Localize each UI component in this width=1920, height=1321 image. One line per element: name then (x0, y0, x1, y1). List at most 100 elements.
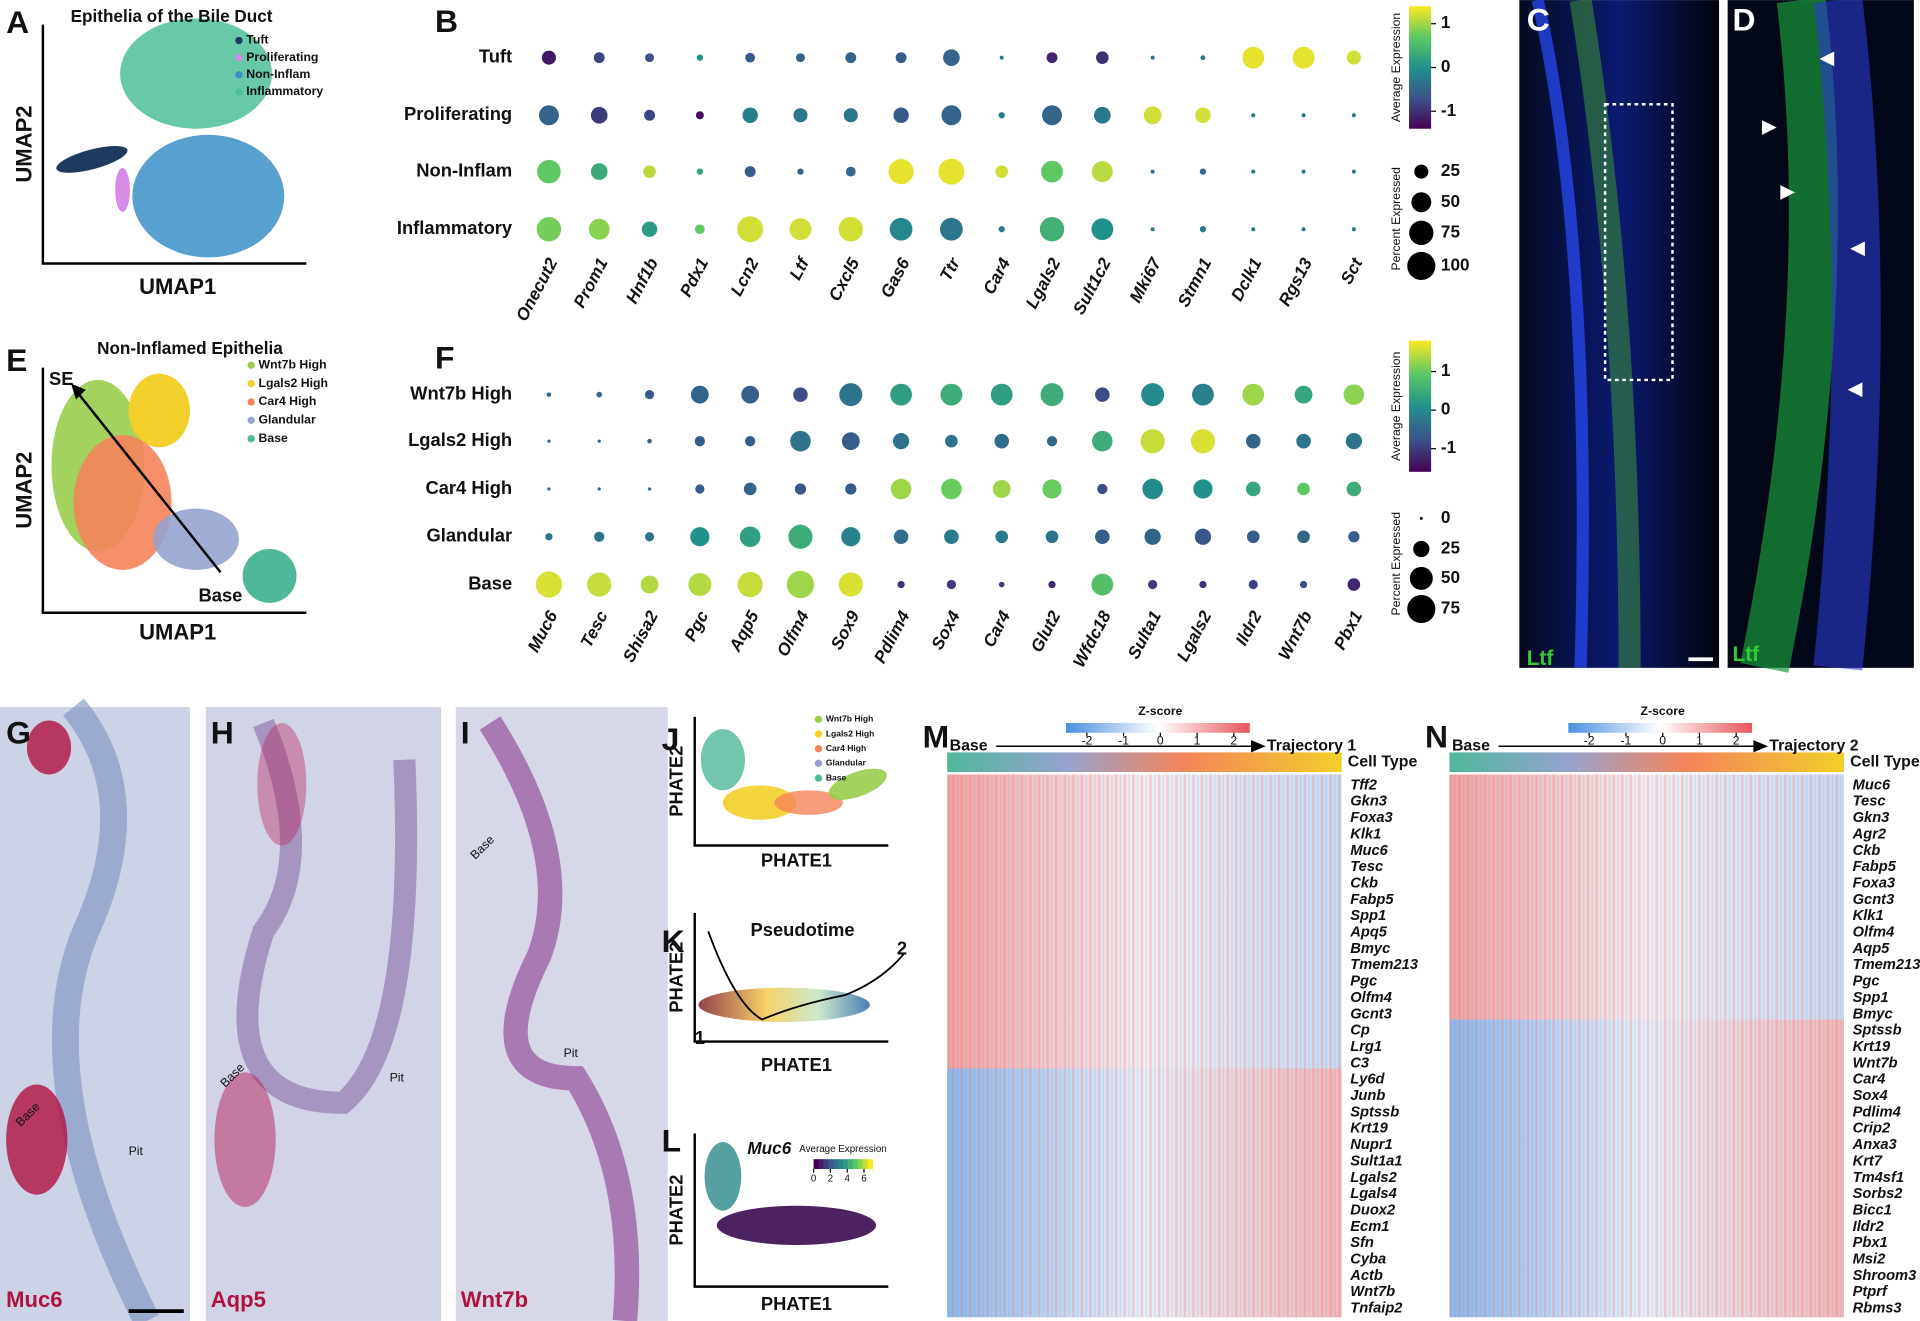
gene-label: Sox9 (826, 607, 863, 653)
dot (1199, 226, 1207, 233)
dot (695, 111, 704, 120)
dot (590, 163, 608, 180)
axis-label: PHATE1 (761, 1293, 832, 1314)
gene-label: Bicc1 (1853, 1202, 1892, 1218)
dot (1041, 160, 1063, 183)
legend-entry: Glandular (259, 413, 316, 427)
gene-label: Rgs13 (1274, 254, 1316, 309)
dot (897, 580, 905, 589)
tick-label: 50 (1441, 567, 1460, 587)
panel-letter: F (435, 340, 454, 376)
dot (1040, 383, 1064, 407)
colorbar (823, 1159, 829, 1169)
gene-label: Ildr2 (1231, 607, 1266, 649)
gene-label: Lrg1 (1350, 1039, 1382, 1055)
dot (998, 112, 1005, 119)
gene-label: Gas6 (876, 254, 914, 301)
micrograph-d (1727, 0, 1914, 673)
colorbar (867, 1159, 874, 1169)
row-label: Base (468, 572, 512, 593)
gene-label: Wnt7b (1350, 1284, 1395, 1300)
gene-label: Pbx1 (1853, 1235, 1888, 1251)
probe-label: Aqp5 (211, 1287, 266, 1312)
dot (640, 575, 659, 594)
dot (593, 52, 605, 64)
dot (841, 527, 861, 547)
annotation: 1 (695, 1027, 705, 1048)
tick-label: 0 (1441, 399, 1451, 419)
dot (843, 108, 858, 123)
gene-label: Wnt7b (1274, 607, 1316, 663)
gene-label: Wfdc18 (1068, 607, 1114, 671)
gene-label: Olfm4 (1853, 925, 1895, 941)
dot (889, 217, 913, 241)
dot (596, 391, 603, 398)
axis-label: Average Expression (1389, 13, 1403, 123)
gene-label: Tff2 (1350, 777, 1377, 793)
dot (1048, 580, 1056, 589)
stain-label: Ltf (1527, 647, 1554, 670)
panel-letter: A (6, 4, 29, 40)
annotation: Pit (564, 1046, 579, 1060)
annotation: Base (950, 737, 988, 754)
trajectory-arrow (76, 391, 222, 574)
axis-label: PHATE1 (761, 849, 832, 870)
dot (643, 165, 656, 178)
gene-label: Lgals2 (1350, 1170, 1397, 1186)
gene-label: Sult1a1 (1350, 1153, 1402, 1169)
gene-label: Gcnt3 (1853, 892, 1895, 908)
dot (1346, 481, 1362, 497)
gene-label: C3 (1350, 1055, 1369, 1071)
tick-label: -2 (1081, 734, 1092, 748)
dot (1093, 106, 1111, 124)
gene-label: Spp1 (1350, 908, 1386, 924)
panel-title: Pseudotime (751, 919, 855, 940)
legend-entry: Glandular (826, 758, 867, 768)
gene-label: Sorbs2 (1853, 1186, 1904, 1202)
legend-entry: Car4 High (259, 394, 317, 408)
gene-label: Shisa2 (618, 607, 662, 666)
gene-label: Lgals4 (1350, 1186, 1397, 1202)
row-label: Non-Inflam (416, 159, 512, 180)
dot (1046, 436, 1058, 447)
legend-swatch (247, 416, 255, 425)
dot (590, 106, 608, 124)
dot (745, 52, 756, 63)
size-key (1409, 566, 1433, 590)
gene-label: Foxa3 (1853, 875, 1895, 891)
gene-label: Gcnt3 (1350, 1006, 1392, 1022)
legend-swatch (247, 379, 255, 388)
dot (737, 216, 764, 243)
gene-label: Sulta1 (1123, 607, 1165, 662)
tick-label: 1 (1194, 734, 1201, 748)
dot (741, 385, 760, 404)
dot (793, 387, 808, 402)
gene-label: Glut2 (1026, 607, 1064, 655)
tick-label: 0 (1441, 56, 1451, 76)
gene-label: Pgc (1350, 974, 1377, 990)
gene-label: Tnfaip2 (1350, 1301, 1403, 1317)
dot (998, 226, 1005, 233)
dot (694, 224, 705, 235)
tick-label: 1 (1696, 734, 1703, 748)
colorbar (1409, 340, 1432, 472)
legend-swatch (247, 398, 255, 406)
gene-label: Sox4 (1853, 1088, 1888, 1104)
dot (892, 433, 910, 450)
panel-letter: B (435, 3, 458, 39)
gene-label: Fabp5 (1853, 859, 1897, 875)
legend-swatch (814, 730, 823, 738)
axis-label: UMAP2 (12, 105, 37, 182)
tick-label: 0 (1659, 734, 1666, 748)
gene-label: Duox2 (1350, 1202, 1396, 1218)
dot (1297, 530, 1310, 544)
dot (839, 383, 863, 407)
gene-label: Klk1 (1853, 908, 1884, 924)
dot (786, 570, 815, 599)
tick-label: 2 (828, 1173, 833, 1184)
dot (941, 478, 962, 500)
dot (990, 383, 1013, 406)
axes (41, 24, 307, 265)
dot (541, 50, 556, 65)
dot (641, 221, 658, 237)
